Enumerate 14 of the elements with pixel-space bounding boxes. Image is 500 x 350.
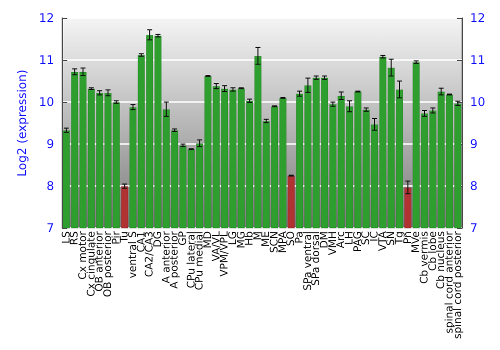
y2-tick-label: 12: [470, 11, 486, 25]
y-tick-label: 7: [46, 221, 54, 236]
y2-tick-label: 10: [470, 95, 486, 110]
y2-tick-label: 8: [470, 179, 478, 194]
y2-tick-label: 11: [470, 53, 486, 68]
y-axis-title: Log2 (expression): [15, 70, 29, 177]
y2-tick-label: 9: [470, 137, 478, 152]
y-tick-label: 8: [46, 179, 54, 194]
y2-tick-label: 7: [470, 221, 478, 236]
y-tick-label: 9: [46, 137, 54, 152]
y-tick-label: 11: [38, 53, 54, 68]
y-tick-label: 10: [38, 95, 54, 110]
y-tick-label: 12: [38, 11, 54, 25]
x-tick-label: A posterior: [168, 230, 181, 289]
